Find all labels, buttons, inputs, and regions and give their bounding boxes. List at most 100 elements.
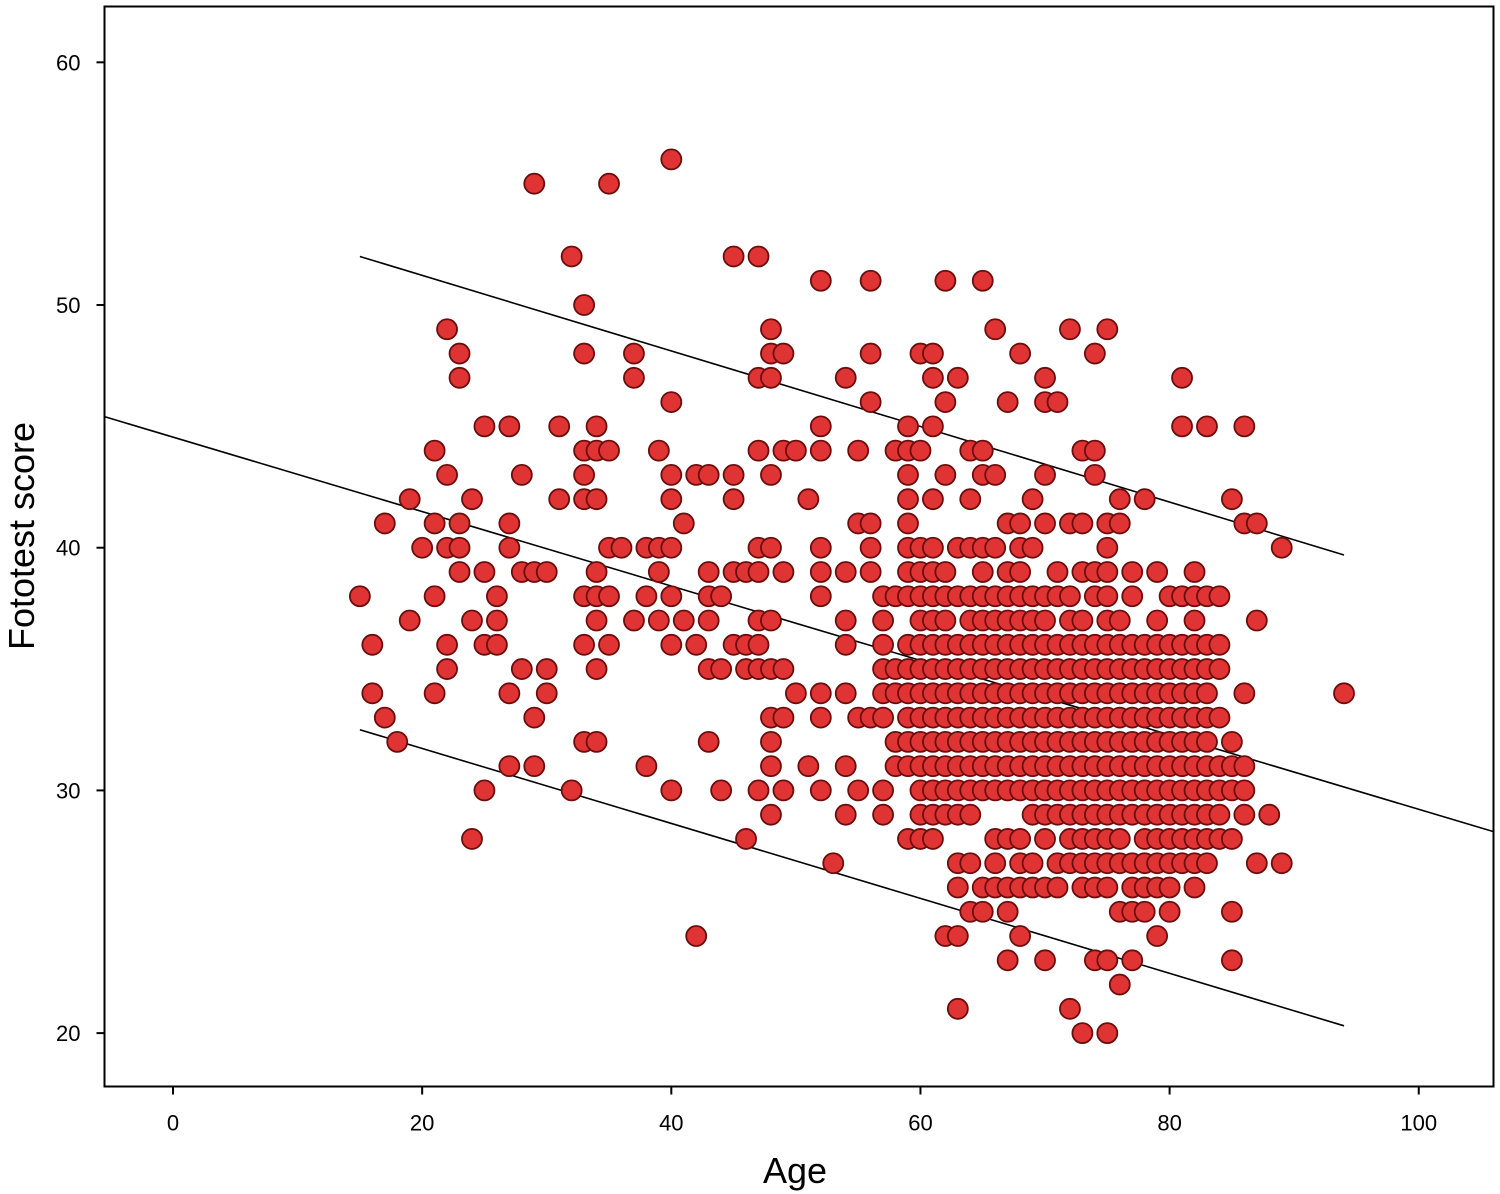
data-point: [772, 658, 795, 680]
data-point: [1208, 706, 1231, 729]
data-point: [760, 730, 782, 753]
plot-frame: [103, 5, 1495, 1088]
data-point: [436, 318, 458, 341]
data-point: [859, 342, 882, 365]
data-point: [710, 585, 733, 608]
data-point: [1183, 561, 1206, 583]
data-point: [722, 245, 745, 268]
x-tick-label: 40: [659, 1111, 683, 1136]
data-point: [809, 269, 832, 292]
data-point: [448, 512, 471, 535]
data-point: [872, 609, 894, 632]
data-point: [448, 342, 471, 365]
data-point: [1108, 973, 1131, 996]
data-point: [598, 633, 620, 656]
data-point: [760, 803, 782, 826]
data-point: [1158, 900, 1181, 923]
data-point: [1121, 585, 1144, 608]
data-point: [635, 585, 658, 608]
data-point: [498, 682, 521, 705]
data-point: [1108, 828, 1131, 850]
data-point: [1021, 536, 1044, 559]
data-point: [535, 658, 558, 680]
data-point: [809, 561, 832, 583]
data-point: [735, 828, 757, 850]
x-axis-label: Age: [763, 1150, 827, 1191]
data-point: [1208, 633, 1231, 656]
data-point: [922, 536, 944, 559]
data-point: [1233, 755, 1256, 778]
data-point: [498, 415, 521, 438]
data-point: [1021, 488, 1044, 511]
data-point: [1208, 585, 1231, 608]
data-point: [1096, 561, 1119, 583]
data-point: [797, 488, 820, 511]
data-point: [535, 561, 558, 583]
data-point: [946, 997, 969, 1020]
data-point: [809, 779, 832, 802]
data-point: [697, 730, 720, 753]
data-point: [934, 391, 957, 413]
data-point: [623, 609, 645, 632]
data-point: [598, 439, 620, 462]
data-point: [573, 464, 596, 486]
data-point: [897, 415, 919, 438]
data-point: [1108, 609, 1131, 632]
data-point: [1171, 366, 1193, 389]
data-point: [872, 633, 894, 656]
data-point: [523, 755, 546, 778]
data-point: [722, 488, 745, 511]
data-point: [461, 488, 483, 511]
data-point: [784, 682, 807, 705]
data-point: [1046, 876, 1069, 899]
x-tick-label: 60: [908, 1111, 932, 1136]
data-point: [909, 439, 932, 462]
axes: 0 20 40 60 80 100 20 30 40 50 60: [56, 50, 1437, 1135]
data-point: [1233, 779, 1256, 802]
data-point: [585, 658, 608, 680]
data-point: [1245, 512, 1268, 535]
data-point: [436, 658, 458, 680]
data-point: [1009, 342, 1032, 365]
data-point: [1059, 318, 1081, 341]
data-point: [1059, 997, 1081, 1020]
data-point: [448, 561, 471, 583]
data-point: [548, 488, 571, 511]
data-point: [1333, 682, 1355, 705]
data-point: [498, 755, 521, 778]
data-point: [1046, 391, 1069, 413]
data-point: [859, 561, 882, 583]
data-point: [1220, 949, 1243, 972]
data-point: [922, 415, 944, 438]
data-point: [996, 949, 1019, 972]
data-point: [984, 464, 1007, 486]
data-point: [971, 439, 994, 462]
data-point: [1121, 561, 1144, 583]
y-tick-label: 30: [56, 778, 80, 803]
data-points: [348, 148, 1355, 1045]
data-point: [760, 366, 782, 389]
data-point: [996, 391, 1019, 413]
data-point: [859, 536, 882, 559]
data-point: [1146, 925, 1169, 947]
data-point: [760, 318, 782, 341]
data-point: [922, 366, 944, 389]
data-point: [523, 706, 546, 729]
data-point: [548, 415, 571, 438]
data-point: [760, 536, 782, 559]
data-point: [1096, 318, 1119, 341]
data-point: [1233, 682, 1256, 705]
data-point: [710, 658, 733, 680]
data-point: [1083, 342, 1106, 365]
data-point: [585, 488, 608, 511]
data-point: [822, 852, 845, 875]
data-point: [897, 464, 919, 486]
data-point: [1233, 803, 1256, 826]
data-point: [1096, 949, 1119, 972]
data-point: [809, 439, 832, 462]
data-point: [747, 779, 770, 802]
data-point: [510, 658, 533, 680]
data-point: [423, 439, 446, 462]
data-point: [660, 488, 683, 511]
data-point: [1258, 803, 1281, 826]
